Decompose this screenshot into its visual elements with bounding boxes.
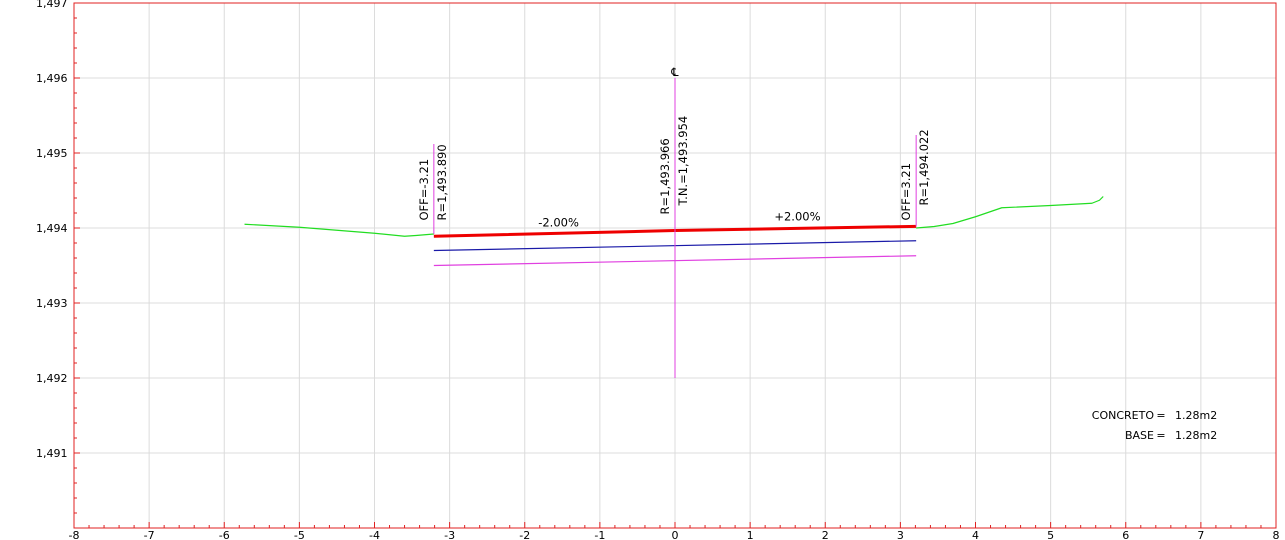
- y-tick-label-6: 1,497: [36, 0, 68, 10]
- y-tick-label-2: 1,493: [36, 297, 68, 310]
- axis-ticks: -8 -7 -6 -5 -4 -3 -2 -1 0 1 2 3 4 5 6 7 8 1,491 1,492 1,493…: [36, 0, 1280, 540]
- vertical-label-5: R=1,494.022: [917, 129, 931, 205]
- x-tick-label-7: -1: [594, 529, 605, 540]
- slope-label-1: +2.00%: [774, 210, 820, 224]
- x-tick-label-8: 0: [672, 529, 679, 540]
- y-tick-label-0: 1,491: [36, 447, 68, 460]
- vertical-label-4: OFF=3.21: [899, 163, 913, 221]
- area-concreto-value: 1.28m2: [1175, 409, 1217, 422]
- area-summary: CONCRETO = 1.28m2 BASE = 1.28m2: [1092, 409, 1217, 442]
- vertical-label-3: T.N.=1,493.954: [676, 116, 690, 207]
- annotations: ℄ -2.00% +2.00% OFF=-3.21 R=1,493.890 R=1,493…: [417, 65, 931, 230]
- x-tick-label-13: 5: [1047, 529, 1054, 540]
- x-tick-label-14: 6: [1122, 529, 1129, 540]
- section-lines: [244, 196, 1104, 267]
- terrain-left-line: [244, 223, 434, 237]
- terrain-right-line: [916, 196, 1104, 229]
- y-tick-label-3: 1,494: [36, 222, 68, 235]
- centerline-symbol: ℄: [670, 65, 679, 79]
- x-tick-label-12: 4: [972, 529, 979, 540]
- markers: [433, 78, 917, 378]
- x-tick-label-16: 8: [1273, 529, 1280, 540]
- x-tick-label-10: 2: [822, 529, 829, 540]
- x-tick-label-4: -4: [369, 529, 380, 540]
- vertical-label-1: R=1,493.890: [435, 144, 449, 220]
- y-tick-label-1: 1,492: [36, 372, 68, 385]
- area-base-value: 1.28m2: [1175, 429, 1217, 442]
- area-base-eq: =: [1156, 429, 1165, 442]
- x-tick-label-2: -6: [219, 529, 230, 540]
- slope-label-0: -2.00%: [538, 216, 579, 230]
- area-concreto-eq: =: [1156, 409, 1165, 422]
- area-concreto-label: CONCRETO: [1092, 409, 1155, 422]
- y-tick-label-5: 1,496: [36, 72, 68, 85]
- x-tick-label-15: 7: [1197, 529, 1204, 540]
- area-base-label: BASE: [1125, 429, 1154, 442]
- x-tick-label-6: -2: [519, 529, 530, 540]
- plot-frame: [73, 2, 1277, 529]
- x-tick-label-3: -5: [294, 529, 305, 540]
- x-tick-label-5: -3: [444, 529, 455, 540]
- x-tick-label-1: -7: [144, 529, 155, 540]
- x-tick-label-9: 1: [747, 529, 754, 540]
- x-tick-label-0: -8: [69, 529, 80, 540]
- y-tick-label-4: 1,495: [36, 147, 68, 160]
- vertical-label-0: OFF=-3.21: [417, 159, 431, 221]
- vertical-label-2: R=1,493.966: [658, 138, 672, 214]
- x-tick-label-11: 3: [897, 529, 904, 540]
